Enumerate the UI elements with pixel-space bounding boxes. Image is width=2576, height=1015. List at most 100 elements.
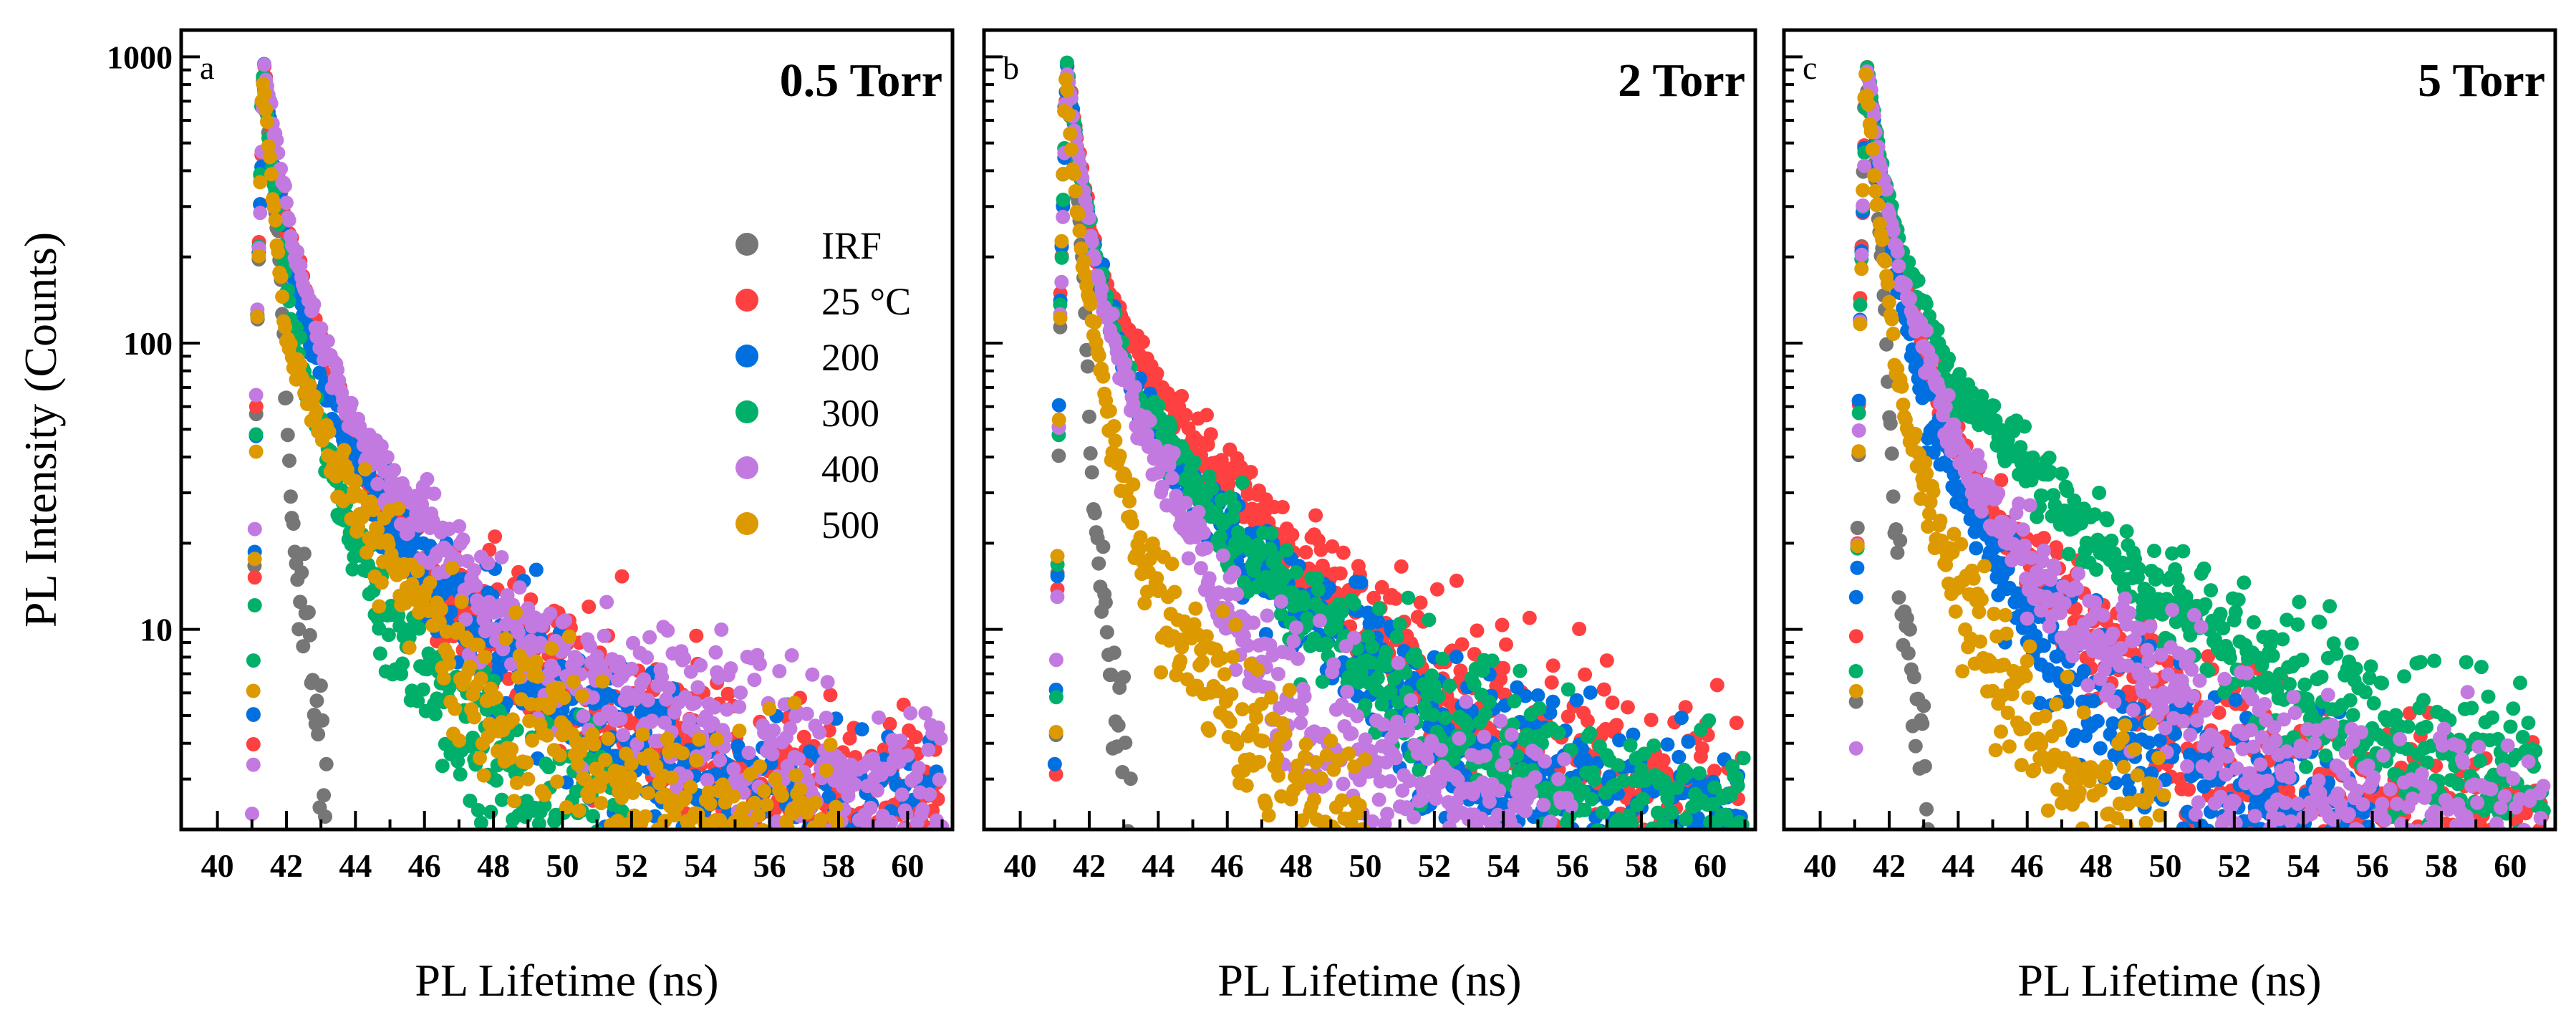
x-tick-label: 40 [201,847,234,884]
data-point [1674,711,1689,726]
data-point [1199,541,1214,556]
data-point [250,309,265,324]
data-point [290,244,305,259]
data-point [1361,605,1376,620]
data-point [1493,672,1508,686]
data-point [688,696,703,711]
data-point [2060,694,2075,709]
data-point [675,746,690,761]
data-point [1215,650,1230,665]
data-point [1137,596,1152,611]
data-point [799,706,814,721]
data-point [1256,733,1270,749]
x-tick-label: 42 [1073,847,1106,884]
data-point [1061,107,1076,122]
data-point [570,756,585,771]
data-point [2058,682,2073,697]
data-point [296,639,311,654]
data-point [1060,82,1075,97]
data-point [1118,356,1133,371]
data-point [1848,590,1863,605]
data-point [757,784,771,799]
data-point [525,733,540,748]
data-point [707,700,722,715]
legend-item: IRF [735,224,882,267]
data-point [2181,782,2196,797]
data-point [246,683,261,698]
data-point [1890,545,1905,560]
data-point [550,774,564,789]
y-axis-title: PL Intensity (Counts) [15,232,66,627]
data-point [587,737,602,752]
data-point [1499,745,1514,760]
data-point [1289,620,1303,635]
data-point [624,661,639,676]
data-point [1611,758,1626,773]
data-point [301,605,316,620]
data-point [1246,615,1261,630]
data-point [381,627,396,643]
data-point [420,471,435,486]
data-point [1435,651,1450,666]
data-point [1155,479,1170,494]
data-point [1087,315,1102,329]
data-point [743,766,758,781]
data-point [1336,545,1351,560]
data-point [677,651,692,666]
x-axis-title: PL Lifetime (ns) [415,955,718,1006]
data-point [1214,453,1229,468]
x-tick-label: 40 [1004,847,1037,884]
data-point [1050,569,1065,584]
data-point [280,428,295,443]
data-point [247,552,262,567]
data-point [494,792,509,807]
data-point [1530,688,1545,703]
data-point [655,670,670,685]
data-point [293,357,308,372]
data-point [452,519,467,534]
x-tick-label: 48 [1280,847,1313,884]
data-point [1154,665,1169,680]
legend-label: 25 °C [821,280,911,323]
data-point [747,795,762,810]
data-point [821,789,836,804]
data-point [863,800,878,815]
data-point [1620,700,1635,715]
data-point [436,670,451,686]
data-point [313,678,328,693]
data-point [1624,816,1639,829]
data-point [489,773,504,788]
data-point [293,595,308,610]
data-point [1048,653,1063,668]
data-point [1051,412,1066,427]
data-point [410,564,425,579]
data-point [768,771,783,786]
data-point [645,713,660,728]
data-point [1181,551,1196,566]
data-point [471,803,486,817]
data-point [766,723,781,738]
data-point [2093,741,2108,756]
data-point [1308,508,1323,523]
data-point [1557,752,1572,766]
data-point [574,688,589,703]
data-point [247,570,262,585]
data-point [1228,617,1243,632]
data-point [1111,718,1126,733]
data-point [1054,234,1069,249]
x-tick-label: 46 [408,847,441,884]
data-point [683,779,698,794]
data-point [932,772,947,787]
data-point [1072,223,1087,239]
data-point [370,522,385,537]
data-point [622,770,637,784]
data-point [1391,655,1406,670]
data-point [1358,732,1373,747]
data-point [274,269,289,284]
data-point [281,213,296,228]
data-point [1583,726,1598,741]
data-point [1308,755,1323,770]
data-point [2037,531,2051,546]
data-point [1664,805,1679,820]
data-point [1495,617,1510,632]
